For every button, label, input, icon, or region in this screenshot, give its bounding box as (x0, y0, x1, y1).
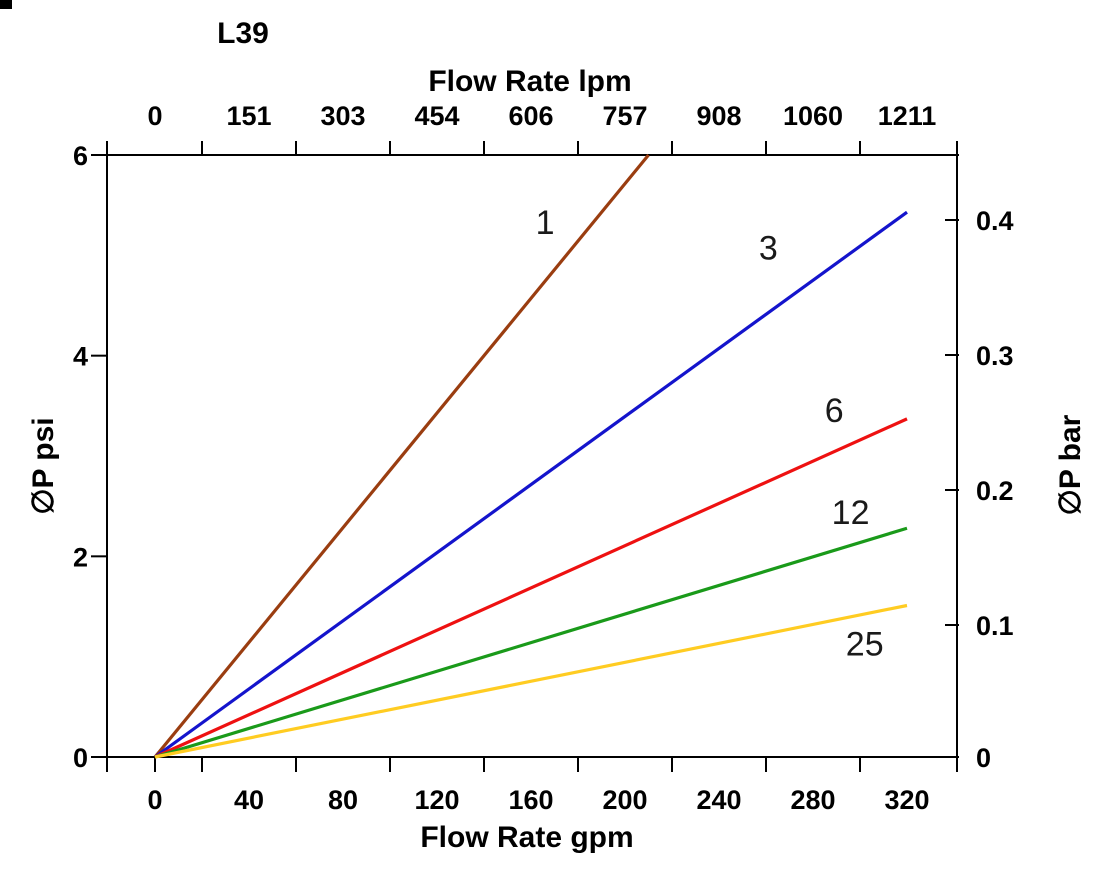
left-tick-label: 0 (73, 743, 88, 773)
series-label-6: 6 (825, 392, 844, 430)
series-line-1 (153, 153, 650, 759)
top-tick-label: 0 (147, 101, 162, 131)
series-label-12: 12 (832, 494, 870, 532)
right-tick-label: 0.4 (976, 206, 1014, 236)
bottom-tick-label: 0 (147, 785, 162, 815)
bottom-tick-label: 320 (884, 785, 929, 815)
top-tick-label: 303 (320, 101, 365, 131)
left-tick-label: 2 (73, 542, 88, 572)
series-label-1: 1 (536, 204, 555, 242)
top-tick-label: 757 (602, 101, 647, 131)
bottom-tick-label: 280 (790, 785, 835, 815)
top-tick-label: 1060 (783, 101, 843, 131)
corner-artifact (0, 0, 12, 9)
series-line-3 (154, 210, 908, 759)
top-tick-label: 908 (696, 101, 741, 131)
top-tick-label: 151 (226, 101, 271, 131)
right-tick-label: 0.3 (976, 341, 1014, 371)
top-tick-label: 1211 (878, 101, 937, 131)
series-label-3: 3 (759, 229, 778, 267)
series-line-12 (154, 526, 908, 759)
bottom-tick-label: 200 (602, 785, 647, 815)
bottom-tick-label: 40 (234, 785, 264, 815)
bottom-tick-label: 160 (508, 785, 553, 815)
bottom-axis-title: Flow Rate gpm (420, 821, 633, 854)
left-tick-label: 6 (73, 141, 88, 171)
left-axis-title: ∅P psi (27, 417, 60, 514)
series-line-25 (154, 603, 908, 759)
series-line-6 (154, 417, 908, 759)
bottom-tick-label: 240 (696, 785, 741, 815)
series-label-25: 25 (846, 626, 884, 664)
right-axis-title: ∅P bar (1054, 414, 1087, 515)
bottom-tick-label: 80 (328, 785, 358, 815)
top-axis-title: Flow Rate lpm (428, 65, 631, 98)
right-tick-label: 0.2 (976, 476, 1014, 506)
plot-frame (106, 154, 958, 758)
right-tick-label: 0.1 (976, 611, 1014, 641)
left-tick-label: 4 (73, 342, 88, 372)
top-tick-label: 454 (414, 101, 459, 131)
right-tick-label: 0 (976, 743, 991, 773)
chart-title: L39 (217, 17, 269, 50)
bottom-tick-label: 120 (414, 785, 459, 815)
top-tick-label: 606 (508, 101, 553, 131)
